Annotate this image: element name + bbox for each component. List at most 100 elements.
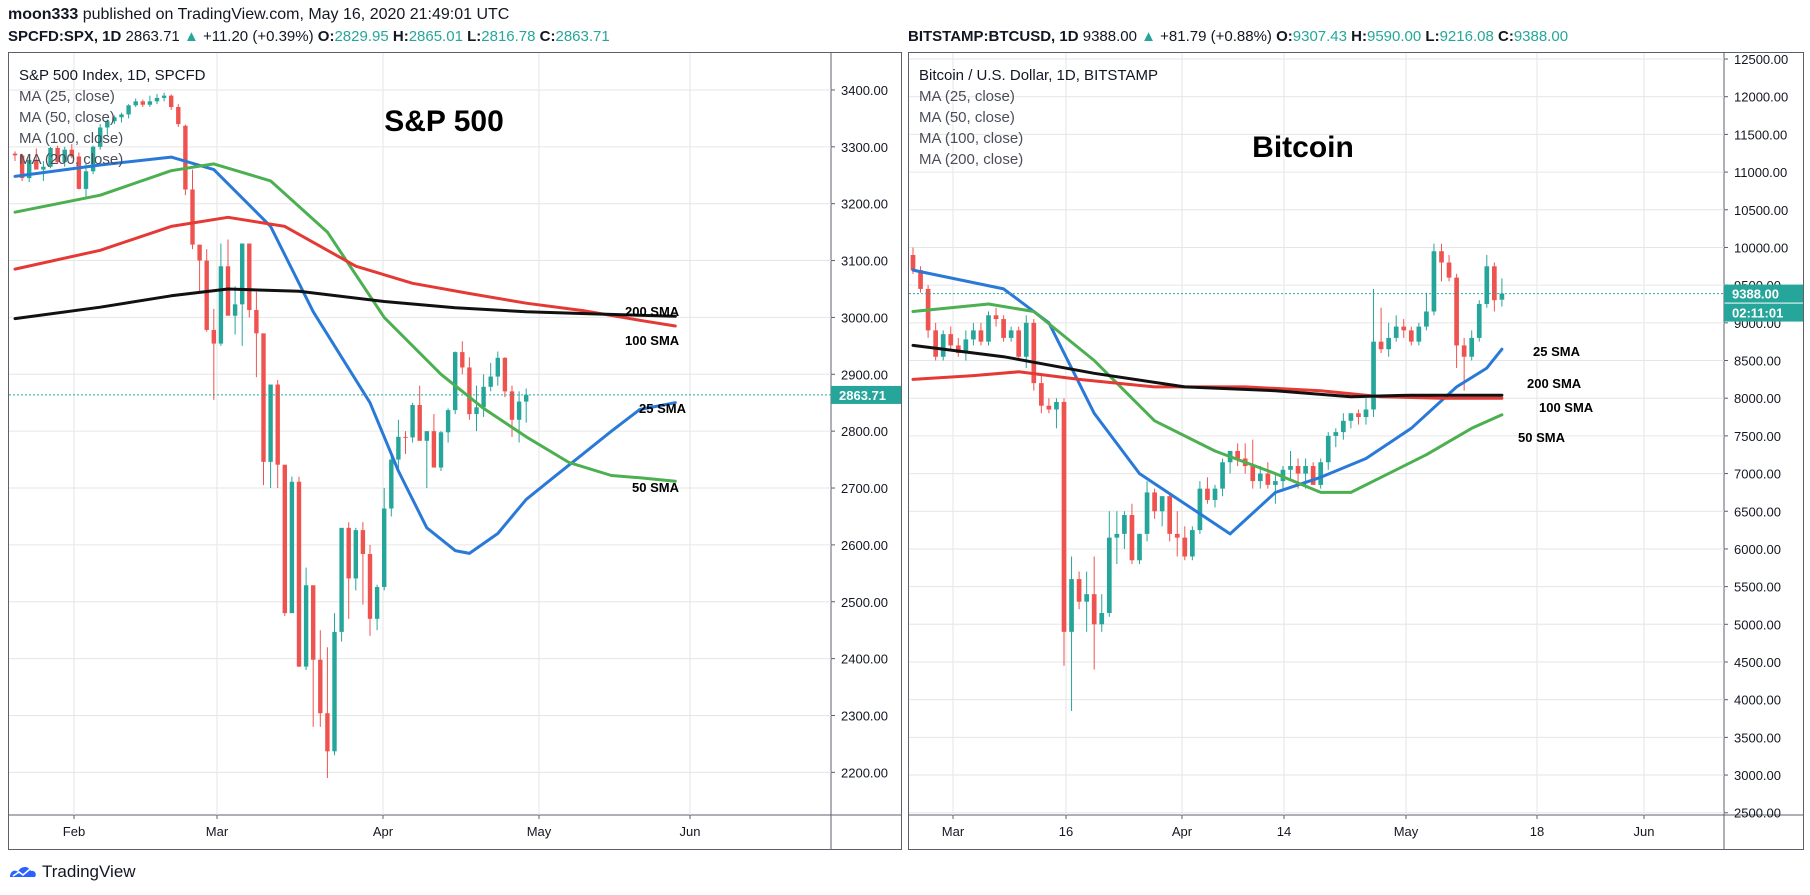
btc-legend-title: Bitcoin / U.S. Dollar, 1D, BITSTAMP [919, 67, 1158, 84]
candle-body [26, 159, 32, 179]
tradingview-logo-icon [10, 866, 36, 877]
candle-body [34, 159, 39, 170]
left-close: 2863.71 [555, 28, 610, 45]
spx-legend-ma50[interactable]: MA (50, close) [19, 109, 115, 126]
y-tick-label: 8000.00 [1734, 391, 1781, 406]
y-tick-label: 4500.00 [1734, 655, 1781, 670]
candle-body [1023, 322, 1029, 357]
candle-body [1356, 413, 1361, 418]
candle-body [232, 304, 238, 316]
y-tick-label: 2300.00 [841, 708, 888, 723]
last-price-badge [1724, 284, 1803, 303]
spx-chart-panel[interactable]: 3400.00 3300.00 3200.00 3100.00 3000.00 2900.… [8, 52, 902, 850]
right-symbol-info: BITSTAMP:BTCUSD, 1D 9388.00 ▲ +81.79 (+0… [908, 28, 1569, 45]
left-last-price: 2863.71 [125, 28, 180, 45]
candle-body [1061, 401, 1067, 632]
countdown-label: 02:11:01 [1732, 306, 1783, 321]
brand-name[interactable]: TradingView [42, 862, 136, 881]
candle-body [360, 530, 366, 554]
left-symbol-info: SPCFD:SPX, 1D 2863.71 ▲ +11.20 (+0.39%) … [8, 28, 610, 45]
spx-legend-ma200[interactable]: MA (200, close) [19, 151, 124, 168]
candle-body [1333, 432, 1339, 436]
spx-legend-ma25[interactable]: MA (25, close) [19, 88, 115, 105]
ma-label: 25 SMA [639, 401, 687, 416]
spx-chart-svg[interactable]: 3400.00 3300.00 3200.00 3100.00 3000.00 2900.… [9, 53, 901, 849]
candle-body [495, 357, 501, 377]
candle-body [971, 330, 976, 340]
y-tick-label: 2900.00 [841, 367, 888, 382]
candle-body [488, 376, 493, 387]
candle-body [254, 310, 259, 334]
candle-body [275, 384, 280, 465]
candle-body [955, 345, 961, 353]
right-close: 9388.00 [1513, 28, 1569, 45]
y-tick-label: 7000.00 [1734, 467, 1781, 482]
x-tick-label: Jun [1634, 824, 1655, 839]
btc-legend-ma100[interactable]: MA (100, close) [919, 130, 1024, 147]
candle-body [12, 153, 18, 156]
candle-body [1310, 466, 1316, 485]
y-tick-label: 4000.00 [1734, 693, 1781, 708]
candle-body [978, 330, 984, 342]
candle-body [1212, 488, 1218, 500]
right-symbol[interactable]: BITSTAMP:BTCUSD, 1D [908, 28, 1079, 45]
candle-body [1174, 533, 1180, 538]
candle-body [1318, 462, 1324, 485]
candle-body [140, 101, 146, 105]
x-tick-label: 16 [1059, 824, 1073, 839]
candle-body [62, 149, 67, 163]
candle-body [339, 527, 344, 632]
y-tick-label: 10000.00 [1734, 240, 1788, 255]
candle-body [1341, 420, 1346, 433]
candle-body [1401, 326, 1407, 331]
author-name[interactable]: moon333 [8, 6, 79, 23]
candle-body [940, 334, 946, 357]
candle-body [1220, 462, 1225, 489]
btc-legend-ma200[interactable]: MA (200, close) [919, 151, 1024, 168]
candle-body [1091, 594, 1097, 625]
ma200-line [911, 343, 1504, 399]
candle-body [69, 149, 75, 157]
x-tick-label: Apr [1172, 824, 1193, 839]
candle-body [1303, 466, 1308, 474]
candle-body [105, 121, 110, 128]
spx-legend-title: S&P 500 Index, 1D, SPCFD [19, 67, 206, 84]
candle-body [1122, 515, 1127, 534]
candle-body [1288, 466, 1293, 470]
y-tick-label: 3000.00 [1734, 768, 1781, 783]
candle-body [933, 330, 938, 357]
ma-label: 200 SMA [1527, 376, 1582, 391]
candle-body [282, 464, 288, 614]
candle-body [1446, 262, 1452, 278]
y-tick-label: 3500.00 [1734, 730, 1781, 745]
candle-body [296, 481, 302, 667]
candle-body [381, 508, 387, 587]
spx-legend-ma100[interactable]: MA (100, close) [19, 130, 124, 147]
candle-body [1152, 492, 1157, 512]
candle-body [1439, 251, 1444, 263]
candle-body [1106, 537, 1112, 614]
candle-body [1492, 266, 1497, 301]
left-symbol[interactable]: SPCFD:SPX, 1D [8, 28, 122, 45]
candle-body [523, 394, 529, 402]
candle-body [268, 384, 273, 462]
btc-chart-panel[interactable]: 12500.00 12000.00 11500.00 11000.00 10500.00… [908, 52, 1804, 850]
y-tick-label: 7500.00 [1734, 429, 1781, 444]
candle-body [204, 260, 209, 330]
candle-body [1069, 579, 1074, 632]
btc-legend-ma25[interactable]: MA (25, close) [919, 88, 1015, 105]
btc-legend-ma50[interactable]: MA (50, close) [919, 109, 1015, 126]
candle-body [1273, 481, 1278, 485]
candle-body [41, 166, 46, 170]
candle-body [239, 243, 245, 305]
y-tick-label: 10500.00 [1734, 203, 1788, 218]
candle-body [374, 586, 380, 619]
candle-body [325, 713, 330, 752]
candle-body [1348, 413, 1354, 421]
btc-chart-svg[interactable]: 12500.00 12000.00 11500.00 11000.00 10500.00… [909, 52, 1803, 849]
candle-body [55, 147, 60, 163]
last-price-badge [831, 385, 901, 404]
y-tick-label: 2200.00 [841, 765, 888, 780]
candle-body [1250, 466, 1256, 482]
candle-body [48, 147, 53, 167]
